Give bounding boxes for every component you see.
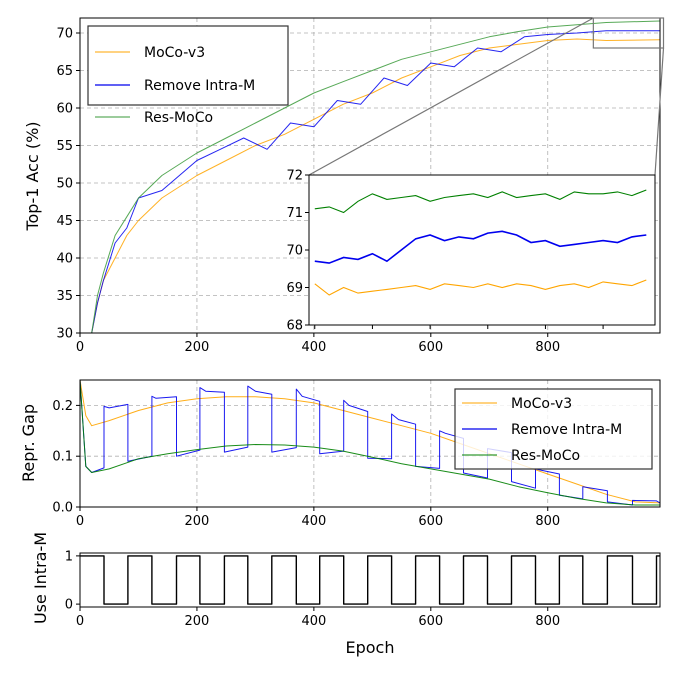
y-tick-label: 60: [56, 102, 73, 117]
y-tick-label: 35: [56, 289, 73, 304]
x-tick-label: 200: [185, 340, 210, 355]
inset-y-tick-label: 72: [286, 169, 303, 184]
legend-label-mocov3: MoCo-v3: [144, 45, 205, 61]
series-group: [91, 20, 660, 333]
y-tick-label: 0.0: [52, 501, 73, 516]
series-line-res-moco: [91, 20, 660, 333]
y-tick-label: 50: [56, 177, 73, 192]
y-tick-label: 55: [56, 139, 73, 154]
x-tick-label: 600: [418, 614, 443, 629]
x-tick-label: 600: [418, 514, 443, 529]
inset-series-line-remove-intra-m: [314, 230, 647, 264]
y-tick-label: 1: [65, 549, 73, 564]
x-tick-label: 400: [301, 514, 326, 529]
legend-label-remove-intra-m: Remove Intra-M: [144, 78, 255, 94]
series-line-res-moco: [80, 380, 660, 506]
axes-frame: [79, 552, 661, 608]
zoom-region-box: [592, 17, 665, 49]
legend-label-res-moco: Res-MoCo: [511, 448, 580, 464]
inset-axes: 68 69 70 71 72: [286, 169, 656, 334]
series-line-moco-v3: [80, 380, 660, 504]
inset-background: [309, 175, 655, 325]
inset-y-tick-label: 68: [286, 319, 303, 334]
repr-gap-ylabel: Repr. Gap: [19, 404, 38, 482]
axes-frame: [79, 379, 661, 508]
inset-y-tick-label: 71: [286, 206, 303, 221]
y-tick-label: 0.1: [52, 450, 73, 465]
repr-gap-legend: MoCo-v3 Remove Intra-M Res-MoCo: [454, 388, 653, 470]
x-tick-label: 0: [76, 340, 84, 355]
accuracy-ylabel: Top-1 Acc (%): [23, 121, 42, 231]
series-line-series: [80, 555, 660, 605]
x-tick-label: 800: [535, 340, 560, 355]
legend-label-remove-intra-m: Remove Intra-M: [511, 422, 622, 438]
y-tick-label: 70: [56, 27, 73, 42]
x-tick-label: 600: [418, 340, 443, 355]
accuracy-legend: MoCo-v3 Remove Intra-M Res-MoCo: [87, 25, 289, 126]
x-tick-label: 0: [76, 614, 84, 629]
series-line-remove-intra-m: [80, 380, 660, 506]
use-intra-m-panel: 0 200 400 600 800 0 1: [65, 549, 661, 629]
legend-label-res-moco: Res-MoCo: [144, 110, 213, 126]
series-group: [80, 380, 660, 506]
y-tick-label: 0: [65, 598, 73, 613]
inset-y-tick-label: 70: [286, 244, 303, 259]
legend-label-mocov3: MoCo-v3: [511, 396, 572, 412]
inset-y-tick-label: 69: [286, 281, 303, 296]
x-tick-label: 400: [301, 340, 326, 355]
y-tick-label: 0.2: [52, 399, 73, 414]
x-tick-label: 800: [535, 614, 560, 629]
series-group: [80, 555, 660, 605]
epoch-xlabel: Epoch: [346, 638, 395, 657]
axes-frame: [79, 17, 661, 334]
accuracy-panel: 0 200 400 600 800 30 35 40 45 50 55 60 65 70 68 69 70 71 7…: [56, 17, 665, 355]
series-line-remove-intra-m: [91, 30, 660, 333]
x-tick-label: 400: [301, 614, 326, 629]
y-tick-label: 30: [56, 327, 73, 342]
zoom-connector-line: [308, 17, 594, 176]
inset-series-line-moco-v3: [314, 279, 647, 296]
use-intra-m-ylabel: Use Intra-M: [31, 532, 50, 624]
y-tick-label: 65: [56, 64, 73, 79]
y-tick-label: 45: [56, 214, 73, 229]
x-tick-label: 0: [76, 514, 84, 529]
x-tick-label: 800: [535, 514, 560, 529]
inset-series-line-res-moco: [314, 189, 647, 214]
x-tick-label: 200: [185, 514, 210, 529]
y-tick-label: 40: [56, 252, 73, 267]
x-tick-label: 200: [185, 614, 210, 629]
zoom-connector-line: [654, 47, 665, 176]
series-line-moco-v3: [91, 38, 660, 333]
